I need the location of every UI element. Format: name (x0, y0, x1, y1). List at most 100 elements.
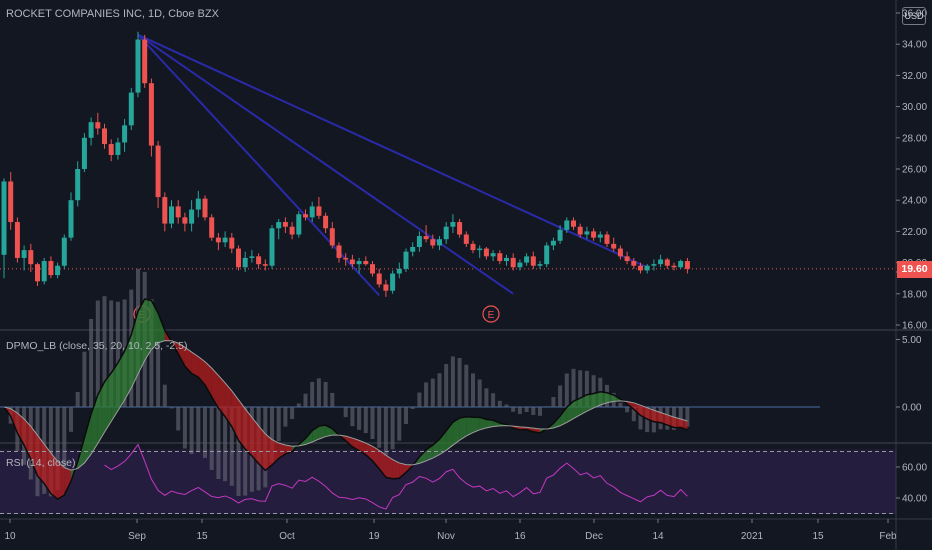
candle-body (396, 268, 402, 274)
dpmo-fill (151, 300, 159, 350)
currency-button[interactable]: USD (902, 7, 926, 25)
candle-body (437, 239, 442, 246)
candle-body (356, 261, 362, 265)
candle-body (537, 264, 543, 266)
dpmo-title[interactable]: DPMO_LB (close, 35, 20, 10, 2.5, -2.5) (6, 340, 188, 352)
candle-body (115, 142, 121, 155)
dpmo-fill (385, 455, 393, 479)
dpmo-histogram-bar (618, 402, 623, 407)
dpmo-fill (466, 416, 473, 436)
candle-body (403, 251, 409, 269)
dpmo-fill (473, 417, 480, 433)
dpmo-histogram-bar (229, 407, 234, 486)
dpmo-fill (57, 461, 65, 500)
earnings-marker-label: E (488, 310, 495, 321)
candle-body (477, 248, 483, 251)
dpmo-fill (667, 414, 674, 428)
dpmo-histogram-bar (223, 407, 228, 482)
rsi-line (104, 443, 688, 510)
price-tick-label: 32.00 (902, 71, 927, 82)
dpmo-histogram-bar (343, 407, 348, 418)
dpmo-fill (680, 419, 688, 430)
dpmo-fill (104, 372, 112, 433)
dpmo-histogram-bar (283, 407, 288, 427)
dpmo-histogram-bar (471, 373, 475, 407)
candle-body (88, 122, 94, 138)
dpmo-histogram-bar (216, 407, 221, 479)
dpmo-histogram-bar (149, 299, 154, 407)
dpmo-fill (365, 443, 373, 461)
candle-body (195, 198, 201, 210)
candle-body (262, 264, 268, 266)
dpmo-histogram-bar (578, 370, 583, 407)
candle-body (316, 206, 322, 216)
candle-body (617, 248, 623, 257)
dpmo-histogram-bar (156, 341, 161, 407)
candle-body (497, 253, 503, 262)
dpmo-histogram-bar (397, 407, 402, 441)
dpmo-fill (305, 430, 313, 445)
candle-body (651, 264, 657, 266)
price-tick-label: 24.00 (902, 196, 927, 207)
time-tick-label: Dec (585, 531, 603, 542)
rsi-tick-label: 60.00 (902, 463, 927, 474)
dpmo-fill (191, 352, 199, 378)
dpmo-fill (238, 399, 246, 450)
candle-body (571, 220, 576, 227)
candle-body (443, 226, 449, 240)
rsi-title[interactable]: RSI (14, close) (6, 457, 76, 469)
dpmo-fill (44, 444, 51, 494)
time-tick-label: Nov (437, 531, 455, 542)
dpmo-histogram-bar (383, 407, 388, 456)
candle-body (222, 237, 228, 243)
candle-body (155, 145, 161, 198)
candle-body (524, 256, 530, 263)
dpmo-fill (345, 436, 353, 447)
time-tick-label: 19 (368, 531, 380, 542)
dpmo-fill (607, 392, 614, 403)
dpmo-histogram-bar (457, 357, 462, 407)
dpmo-histogram-bar (430, 378, 435, 407)
dpmo-fill (97, 381, 105, 444)
candle-body (102, 128, 107, 145)
time-tick-label: 15 (812, 531, 824, 542)
dpmo-fill (117, 351, 125, 411)
candle-body (684, 261, 690, 269)
candle-body (678, 261, 684, 268)
dpmo-histogram-bar (196, 407, 201, 453)
candle-body (14, 222, 20, 258)
candle-body (624, 256, 630, 262)
candle-body (296, 214, 302, 235)
candle-body (289, 226, 295, 235)
dpmo-fill (178, 343, 185, 367)
candle-body (55, 265, 61, 276)
dpmo-histogram-bar (189, 407, 194, 455)
dpmo-fill (399, 462, 406, 479)
dpmo-histogram-bar (55, 407, 60, 490)
candle-body (604, 234, 610, 244)
candle-body (591, 231, 597, 238)
candle-body (490, 253, 496, 257)
dpmo-histogram-bar (310, 381, 315, 407)
candle-body (8, 181, 14, 223)
dpmo-histogram-bar (350, 407, 355, 427)
candle-body (483, 248, 489, 257)
dpmo-fill (318, 425, 326, 440)
dpmo-histogram-bar (484, 388, 489, 407)
candle-body (510, 257, 516, 268)
candle-body (276, 222, 282, 229)
candle-body (1, 181, 7, 255)
dpmo-histogram-bar (404, 407, 408, 425)
dpmo-histogram-bar (538, 407, 542, 416)
candle-body (162, 197, 168, 224)
candle-body (457, 222, 463, 235)
price-tick-label: 30.00 (902, 102, 927, 113)
candle-body (410, 247, 416, 252)
dpmo-histogram-bar (290, 407, 295, 420)
dpmo-histogram-bar (209, 407, 214, 470)
dpmo-histogram-bar (685, 407, 690, 427)
candle-body (638, 265, 643, 271)
dpmo-histogram-bar (517, 407, 522, 415)
dpmo-fill (218, 375, 226, 417)
